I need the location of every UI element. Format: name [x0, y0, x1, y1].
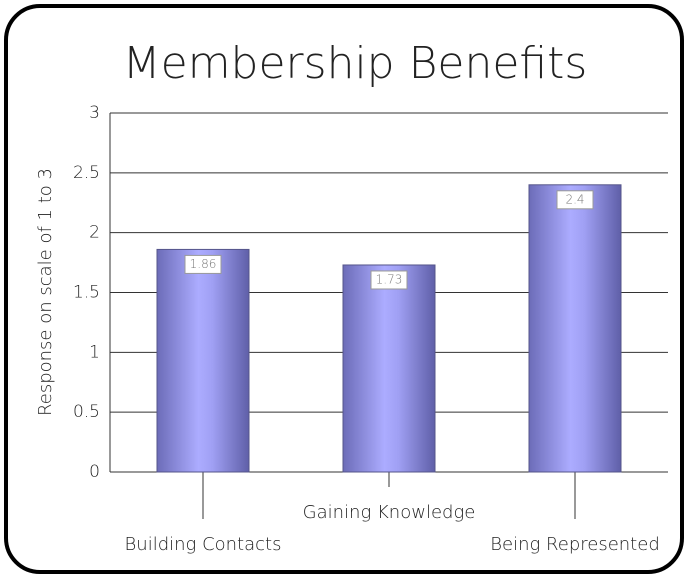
value-label: 2.4 [565, 192, 584, 206]
y-tick-label: 3 [89, 103, 100, 123]
y-tick-label: 0 [89, 462, 100, 482]
value-label: 1.73 [376, 272, 403, 286]
chart-title: Membership Benefits [123, 38, 588, 89]
value-label: 1.86 [190, 257, 217, 271]
y-tick-label: 1 [89, 342, 100, 362]
bar [342, 264, 436, 473]
y-tick-label: 0.5 [73, 402, 100, 422]
value-label-box [184, 254, 222, 274]
y-tick-label: 1.5 [73, 283, 100, 303]
y-tick-label: 2 [89, 223, 100, 243]
x-tick-label: Gaining Knowledge [303, 502, 476, 523]
y-axis-label: Response on scale of 1 to 3 [35, 168, 56, 416]
bar [156, 248, 250, 473]
y-tick-label: 2.5 [73, 163, 100, 183]
x-tick-label: Being Represented [490, 534, 660, 555]
value-label-box [556, 190, 594, 210]
x-tick-label: Building Contacts [125, 534, 282, 555]
value-label-box [370, 270, 408, 290]
bar [528, 184, 622, 473]
